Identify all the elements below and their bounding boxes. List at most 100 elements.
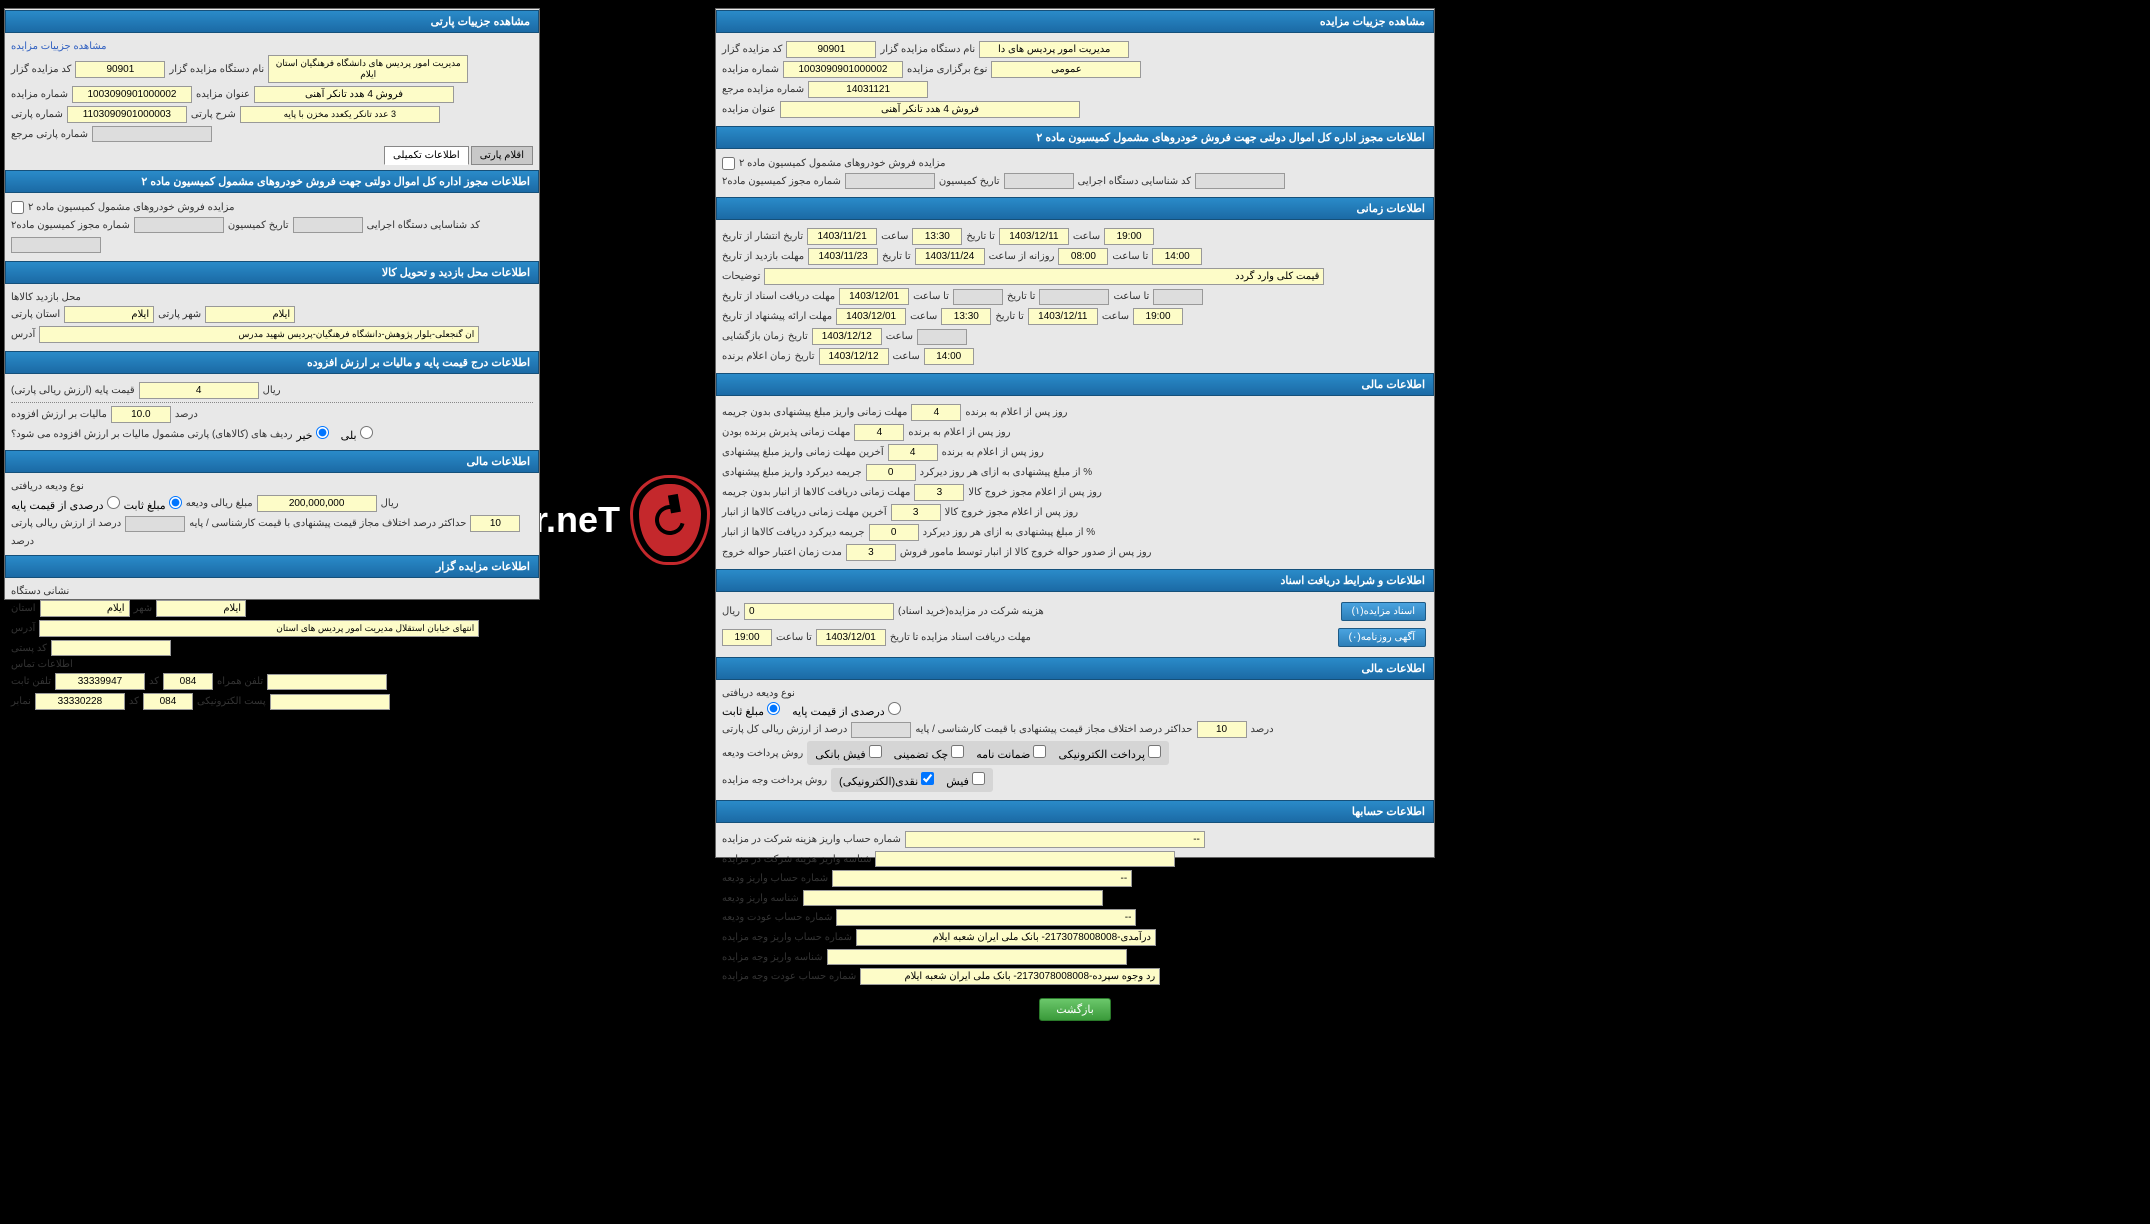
- fld-p-code[interactable]: 90901: [75, 61, 165, 78]
- fld-visit-d1[interactable]: 1403/11/23: [808, 248, 878, 265]
- fld-code2[interactable]: 084: [143, 693, 193, 710]
- fld-visit-t2[interactable]: 14:00: [1152, 248, 1202, 265]
- fld-auction-no[interactable]: 1003090901000002: [783, 61, 903, 78]
- fld-docdead-d[interactable]: 1403/12/01: [816, 629, 886, 646]
- fld-offer-d1[interactable]: 1403/12/01: [836, 308, 906, 325]
- fld-doc-t1[interactable]: [953, 289, 1003, 305]
- fld-org-mobile[interactable]: [267, 674, 387, 690]
- fld-offer-d2[interactable]: 1403/12/11: [1028, 308, 1098, 325]
- fld-p-auction[interactable]: 1003090901000002: [72, 86, 192, 103]
- fld-f3[interactable]: 4: [888, 444, 938, 461]
- fld-fee[interactable]: 0: [744, 603, 894, 620]
- fld-province[interactable]: ایلام: [64, 306, 154, 323]
- fld-vat[interactable]: 10.0: [111, 406, 171, 423]
- fld-acc1[interactable]: --: [905, 831, 1205, 848]
- fld-pub-t1[interactable]: 13:30: [912, 228, 962, 245]
- fld-addr[interactable]: ان گنجعلی-بلوار پژوهش-دانشگاه فرهنگیان-پ…: [39, 326, 479, 343]
- btn-newspaper[interactable]: آگهی روزنامه(۰): [1338, 628, 1426, 647]
- btn-back[interactable]: بازگشت: [1039, 998, 1111, 1021]
- fld-city[interactable]: ایلام: [205, 306, 295, 323]
- chk-slip[interactable]: فیش: [946, 772, 985, 788]
- opt-pct[interactable]: درصدی از قیمت پایه: [792, 702, 901, 718]
- fld-perm-no[interactable]: [845, 173, 935, 189]
- fld-pub-d1[interactable]: 1403/11/21: [807, 228, 877, 245]
- opt-no[interactable]: خیر: [296, 426, 328, 442]
- fld-pct-val[interactable]: [851, 722, 911, 738]
- fld-f2[interactable]: 4: [854, 424, 904, 441]
- fld-pub-t2[interactable]: 19:00: [1104, 228, 1154, 245]
- fld-org-fax[interactable]: 33330228: [35, 693, 125, 710]
- fld-party-no[interactable]: 1103090901000003: [67, 106, 187, 123]
- chk-cheque[interactable]: چک تضمینی: [894, 745, 965, 761]
- fld-f6[interactable]: 3: [891, 504, 941, 521]
- fld-p-name[interactable]: مدیریت امور پردیس های دانشگاه فرهنگیان ا…: [268, 55, 468, 83]
- fld-auction-type[interactable]: عمومی: [991, 61, 1141, 78]
- opt-yes[interactable]: بلی: [341, 426, 373, 442]
- fld-code1[interactable]: 084: [163, 673, 213, 690]
- fld-l-pdate[interactable]: [293, 217, 363, 233]
- link-auction-details[interactable]: مشاهده جزییات مزایده: [11, 41, 107, 52]
- fld-p-title[interactable]: فروش 4 هدد تانکر آهنی: [254, 86, 454, 103]
- fld-org-addr[interactable]: انتهای خیابان استقلال مدیریت امور پردیس …: [39, 620, 479, 637]
- fld-max-diff[interactable]: 10: [1197, 721, 1247, 738]
- fld-party-desc[interactable]: 3 عدد تانکر یکعدد مخزن با پایه: [240, 106, 440, 123]
- fld-acc3[interactable]: --: [832, 870, 1132, 887]
- fld-f1[interactable]: 4: [911, 404, 961, 421]
- fld-auction-title[interactable]: فروش 4 هدد تانکر آهنی: [780, 101, 1080, 118]
- fld-f8[interactable]: 3: [846, 544, 896, 561]
- fld-f4[interactable]: 0: [866, 464, 916, 481]
- chk-bankslip[interactable]: فیش بانکی: [815, 745, 881, 761]
- fld-l-pctval[interactable]: [125, 516, 185, 532]
- fld-f7[interactable]: 0: [869, 524, 919, 541]
- fld-docdead-t[interactable]: 19:00: [722, 629, 772, 646]
- fld-open-d[interactable]: 1403/12/12: [812, 328, 882, 345]
- opt-l-fixed[interactable]: مبلغ ثابت: [124, 496, 182, 512]
- chk-commission[interactable]: [722, 157, 735, 170]
- fld-doc-t2[interactable]: [1153, 289, 1203, 305]
- lbl-to-time2: تا ساعت: [913, 291, 949, 302]
- fld-org-email[interactable]: [270, 694, 390, 710]
- fld-offer-t1[interactable]: 13:30: [941, 308, 991, 325]
- fld-ref-no[interactable]: 14031121: [808, 81, 928, 98]
- opt-l-pct[interactable]: درصدی از قیمت پایه: [11, 496, 120, 512]
- fld-auctioneer-code[interactable]: 90901: [786, 41, 876, 58]
- opt-fixed[interactable]: مبلغ ثابت: [722, 702, 780, 718]
- fld-l-maxdiff[interactable]: 10: [470, 515, 520, 532]
- fld-exec-code[interactable]: [1195, 173, 1285, 189]
- fld-win-t[interactable]: 14:00: [924, 348, 974, 365]
- fld-l-perm[interactable]: [134, 217, 224, 233]
- fld-org-prov[interactable]: ایلام: [40, 600, 130, 617]
- fld-depamt[interactable]: 200,000,000: [257, 495, 377, 512]
- fld-f5[interactable]: 3: [914, 484, 964, 501]
- tab-extra[interactable]: اطلاعات تکمیلی: [384, 146, 469, 165]
- fld-offer-t2[interactable]: 19:00: [1133, 308, 1183, 325]
- btn-auction-docs[interactable]: اسناد مزایده(۱): [1341, 602, 1426, 621]
- fld-acc7[interactable]: [827, 949, 1127, 965]
- fld-acc8[interactable]: رد وجوه سپرده-2173078008008- بانک ملی ای…: [860, 968, 1160, 985]
- fld-doc-d1[interactable]: 1403/12/01: [839, 288, 909, 305]
- fld-acc4[interactable]: [803, 890, 1103, 906]
- fld-org-phone[interactable]: 33339947: [55, 673, 145, 690]
- fld-visit-t1[interactable]: 08:00: [1058, 248, 1108, 265]
- fld-win-d[interactable]: 1403/12/12: [819, 348, 889, 365]
- fld-pub-d2[interactable]: 1403/12/11: [999, 228, 1069, 245]
- fld-party-ref[interactable]: [92, 126, 212, 142]
- fld-auctioneer-name[interactable]: مدیریت امور پردیس های دا: [979, 41, 1129, 58]
- chk-epay[interactable]: پرداخت الکترونیکی: [1058, 745, 1161, 761]
- fld-desc[interactable]: قیمت کلی وارد گردد: [764, 268, 1324, 285]
- fld-l-exec[interactable]: [11, 237, 101, 253]
- fld-org-city[interactable]: ایلام: [156, 600, 246, 617]
- chk-cash[interactable]: نقدی(الکترونیکی): [839, 772, 934, 788]
- fld-acc5[interactable]: --: [836, 909, 1136, 926]
- fld-perm-date[interactable]: [1004, 173, 1074, 189]
- fld-baseprice[interactable]: 4: [139, 382, 259, 399]
- tab-items[interactable]: اقلام پارتی: [471, 146, 533, 165]
- fld-open-t[interactable]: [917, 329, 967, 345]
- chk-l-commission[interactable]: [11, 201, 24, 214]
- fld-doc-d2[interactable]: [1039, 289, 1109, 305]
- fld-acc6[interactable]: درآمدی-2173078008008- بانک ملی ایران شعب…: [856, 929, 1156, 946]
- fld-org-postal[interactable]: [51, 640, 171, 656]
- fld-visit-d2[interactable]: 1403/11/24: [915, 248, 985, 265]
- chk-guarantee[interactable]: ضمانت نامه: [976, 745, 1046, 761]
- fld-acc2[interactable]: [875, 851, 1175, 867]
